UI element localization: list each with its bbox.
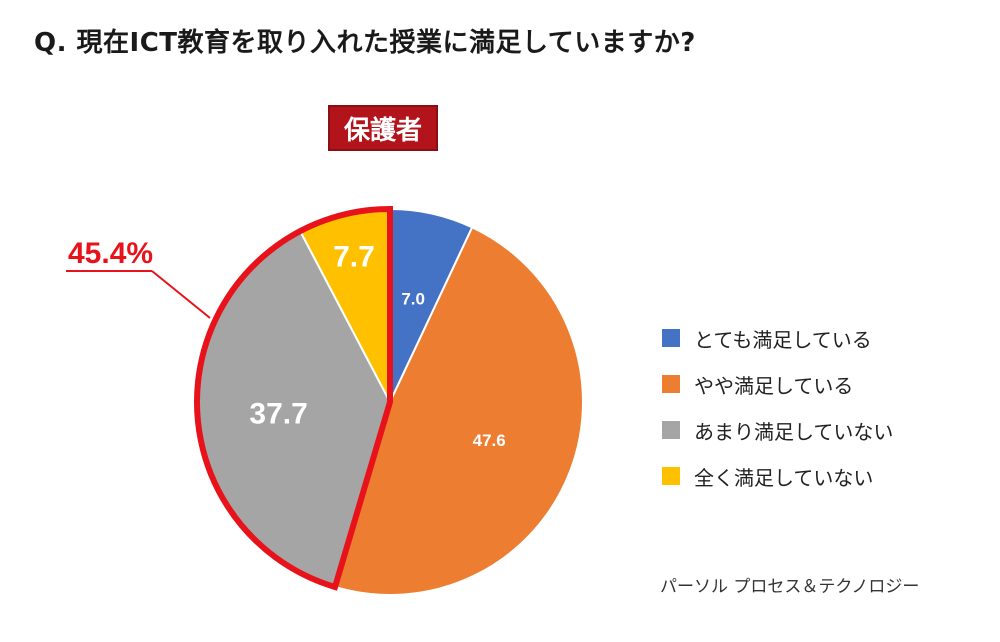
callout-leader-line [151, 270, 211, 319]
legend-swatch [662, 421, 680, 439]
slice-labels: 7.0 47.6 37.7 7.7 [249, 240, 505, 449]
question-title: Q. 現在ICT教育を取り入れた授業に満足していますか? [34, 28, 696, 58]
legend-item: 全く満足していない [662, 453, 893, 499]
pie-slices [196, 207, 585, 596]
legend-label: やや満足している [694, 373, 854, 398]
highlight-group [194, 205, 393, 591]
legend-label: とても満足している [694, 327, 872, 352]
slice-value-label: 7.0 [401, 289, 425, 308]
callout-group: 45.4% [66, 237, 211, 319]
group-badge: 保護者 [328, 105, 438, 151]
highlight-outline [194, 205, 393, 591]
pie-slice [333, 226, 585, 596]
slice-value-label: 47.6 [473, 431, 506, 450]
legend-item: やや満足している [662, 361, 893, 407]
source-credit: パーソル プロセス＆テクノロジー [660, 577, 920, 597]
legend-item: とても満足している [662, 315, 893, 361]
legend-swatch [662, 375, 680, 393]
legend-label: あまり満足していない [694, 419, 894, 444]
legend-swatch [662, 467, 680, 485]
legend-label: 全く満足していない [694, 465, 874, 490]
callout-label: 45.4% [68, 237, 153, 270]
legend: とても満足している やや満足しているあまり満足していない 全く満足していない [662, 315, 893, 499]
legend-swatch [662, 329, 680, 347]
legend-item: あまり満足していない [662, 407, 893, 453]
slice-value-label: 37.7 [249, 397, 307, 430]
slice-value-label: 7.7 [333, 240, 375, 273]
